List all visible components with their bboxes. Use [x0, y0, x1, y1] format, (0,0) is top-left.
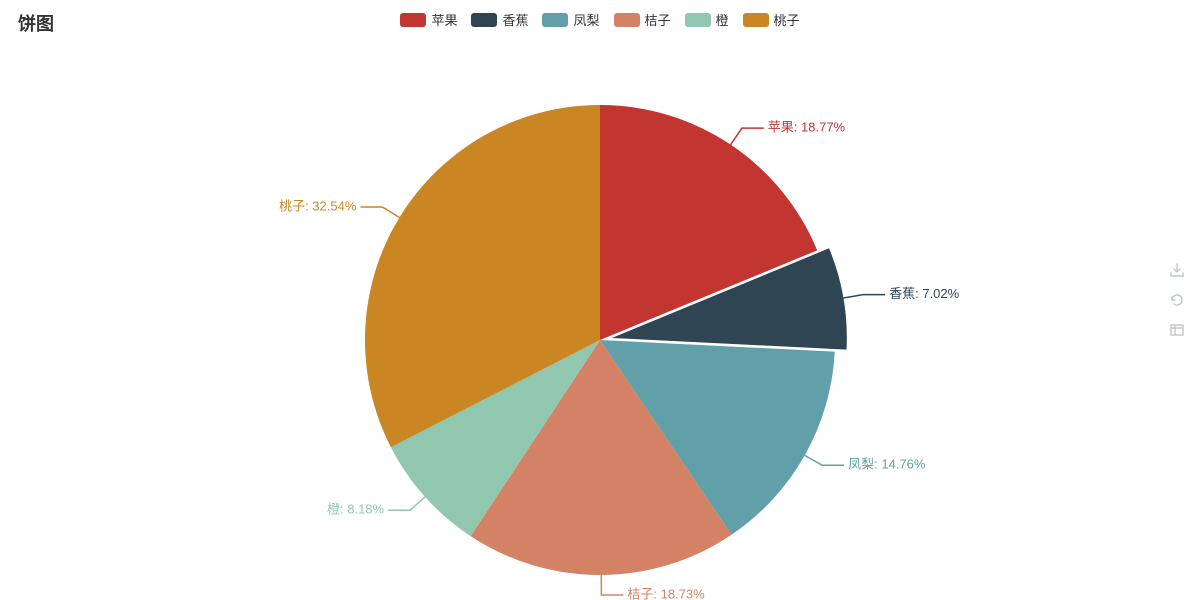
legend-item[interactable]: 凤梨: [542, 10, 599, 29]
legend-label: 桔子: [645, 10, 671, 29]
slice-leader-line: [360, 207, 399, 217]
legend-item[interactable]: 桃子: [743, 10, 800, 29]
slice-label: 橙: 8.18%: [327, 502, 385, 517]
legend-item[interactable]: 橙: [685, 10, 729, 29]
legend-swatch: [542, 13, 568, 27]
toolbox-dataview-icon[interactable]: [1168, 321, 1186, 339]
legend-swatch: [471, 13, 497, 27]
legend-item[interactable]: 香蕉: [471, 10, 528, 29]
slice-label: 凤梨: 14.76%: [848, 457, 926, 472]
legend-item[interactable]: 苹果: [400, 10, 457, 29]
legend: 苹果 香蕉 凤梨 桔子 橙 桃子: [0, 10, 1200, 29]
toolbox: [1168, 261, 1186, 339]
slice-leader-line: [388, 497, 425, 510]
toolbox-save-icon[interactable]: [1168, 261, 1186, 279]
slice-label: 香蕉: 7.02%: [889, 286, 960, 301]
legend-label: 苹果: [431, 10, 457, 29]
slice-label: 桃子: 32.54%: [279, 198, 357, 213]
slice-leader-line: [843, 295, 885, 298]
legend-label: 凤梨: [573, 10, 599, 29]
legend-label: 香蕉: [502, 10, 528, 29]
pie-chart: 苹果: 18.77% 香蕉: 7.02% 凤梨: 14.76% 桔子: 18.73% 橙…: [0, 40, 1200, 600]
slice-leader-line: [805, 455, 844, 465]
legend-label: 桃子: [774, 10, 800, 29]
legend-item[interactable]: 桔子: [614, 10, 671, 29]
slice-leader-line: [731, 128, 764, 145]
legend-swatch: [685, 13, 711, 27]
legend-swatch: [743, 13, 769, 27]
legend-swatch: [614, 13, 640, 27]
legend-swatch: [400, 13, 426, 27]
slice-leader-line: [601, 575, 623, 595]
slice-label: 桔子: 18.73%: [627, 586, 705, 600]
slice-label: 苹果: 18.77%: [768, 120, 846, 135]
legend-label: 橙: [716, 10, 729, 29]
toolbox-restore-icon[interactable]: [1168, 291, 1186, 309]
